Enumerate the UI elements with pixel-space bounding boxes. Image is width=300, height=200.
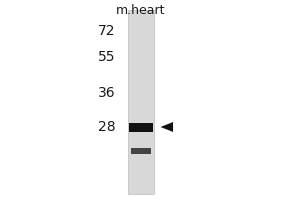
Bar (128, 10, 154, 194)
Text: 28: 28 (98, 120, 116, 134)
Text: 72: 72 (98, 24, 116, 38)
Bar (129, 122, 153, 132)
Text: 55: 55 (98, 50, 116, 64)
Bar (131, 148, 151, 154)
Text: 36: 36 (98, 86, 116, 100)
Polygon shape (160, 122, 173, 132)
Text: m.heart: m.heart (116, 4, 166, 17)
